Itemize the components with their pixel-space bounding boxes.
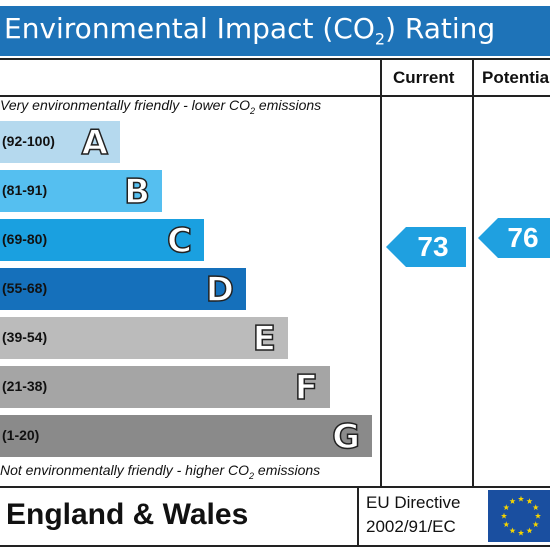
band-letter: F xyxy=(294,367,319,409)
band-range-label: (69-80) xyxy=(2,231,48,247)
band-range-label: (81-91) xyxy=(2,182,48,198)
title-bar xyxy=(0,6,550,56)
current-column-divider xyxy=(380,58,382,488)
chart-title: Environmental Impact (CO2) Rating xyxy=(4,12,496,49)
rating-band-g: (1-20) G xyxy=(0,415,372,458)
eu-star-icon xyxy=(534,512,542,519)
eu-star-icon xyxy=(526,498,533,504)
eu-star-icon xyxy=(509,527,516,534)
bottom-note: Not environmentally friendly - higher CO… xyxy=(0,462,321,481)
potential-column-divider xyxy=(472,58,474,488)
eu-star-icon xyxy=(503,504,510,511)
eu-directive-number: 2002/91/EC xyxy=(366,517,456,536)
band-range-label: (1-20) xyxy=(2,427,40,443)
rating-band-e: (39-54) E xyxy=(0,317,288,360)
eu-star-icon xyxy=(509,498,516,504)
eu-star-icon xyxy=(526,527,533,534)
eu-star-icon xyxy=(532,504,539,511)
top-note: Very environmentally friendly - lower CO… xyxy=(0,97,322,116)
eu-star-icon xyxy=(500,512,508,519)
band-letter: G xyxy=(331,416,360,458)
band-letter: C xyxy=(166,220,192,262)
eu-directive-label: EU Directive xyxy=(366,493,461,512)
eu-star-icon xyxy=(532,521,539,528)
eu-flag-icon xyxy=(488,490,550,542)
potential-column-header: Potentia xyxy=(482,68,550,87)
rating-band-a: (92-100) A xyxy=(0,121,120,164)
band-range-label: (55-68) xyxy=(2,280,48,296)
footer-bottom-line xyxy=(0,545,550,547)
band-letter: E xyxy=(252,318,277,360)
header-divider xyxy=(0,95,550,97)
band-range-label: (21-38) xyxy=(2,378,48,394)
frame-top-line xyxy=(0,58,550,60)
current-rating-arrow xyxy=(386,227,466,267)
current-rating-value: 73 xyxy=(417,231,449,262)
rating-band-b: (81-91) B xyxy=(0,170,162,213)
rating-band-d: (55-68) D xyxy=(0,268,246,311)
eu-star-icon xyxy=(503,521,510,528)
frame-bottom-line xyxy=(0,486,550,488)
footer-country: England & Wales xyxy=(6,498,249,531)
footer-divider xyxy=(357,488,359,546)
rating-band-f: (21-38) F xyxy=(0,366,330,409)
band-range-label: (92-100) xyxy=(2,133,55,149)
rating-band-c: (69-80) C xyxy=(0,219,204,262)
potential-rating-value: 76 xyxy=(507,222,539,253)
current-column-header: Current xyxy=(393,68,455,87)
band-letter: A xyxy=(81,122,109,164)
band-range-label: (39-54) xyxy=(2,329,48,345)
eu-star-icon xyxy=(517,495,525,502)
potential-rating-arrow xyxy=(478,218,550,258)
band-letter: B xyxy=(123,171,150,213)
eu-star-icon xyxy=(517,529,525,536)
band-letter: D xyxy=(205,269,235,311)
